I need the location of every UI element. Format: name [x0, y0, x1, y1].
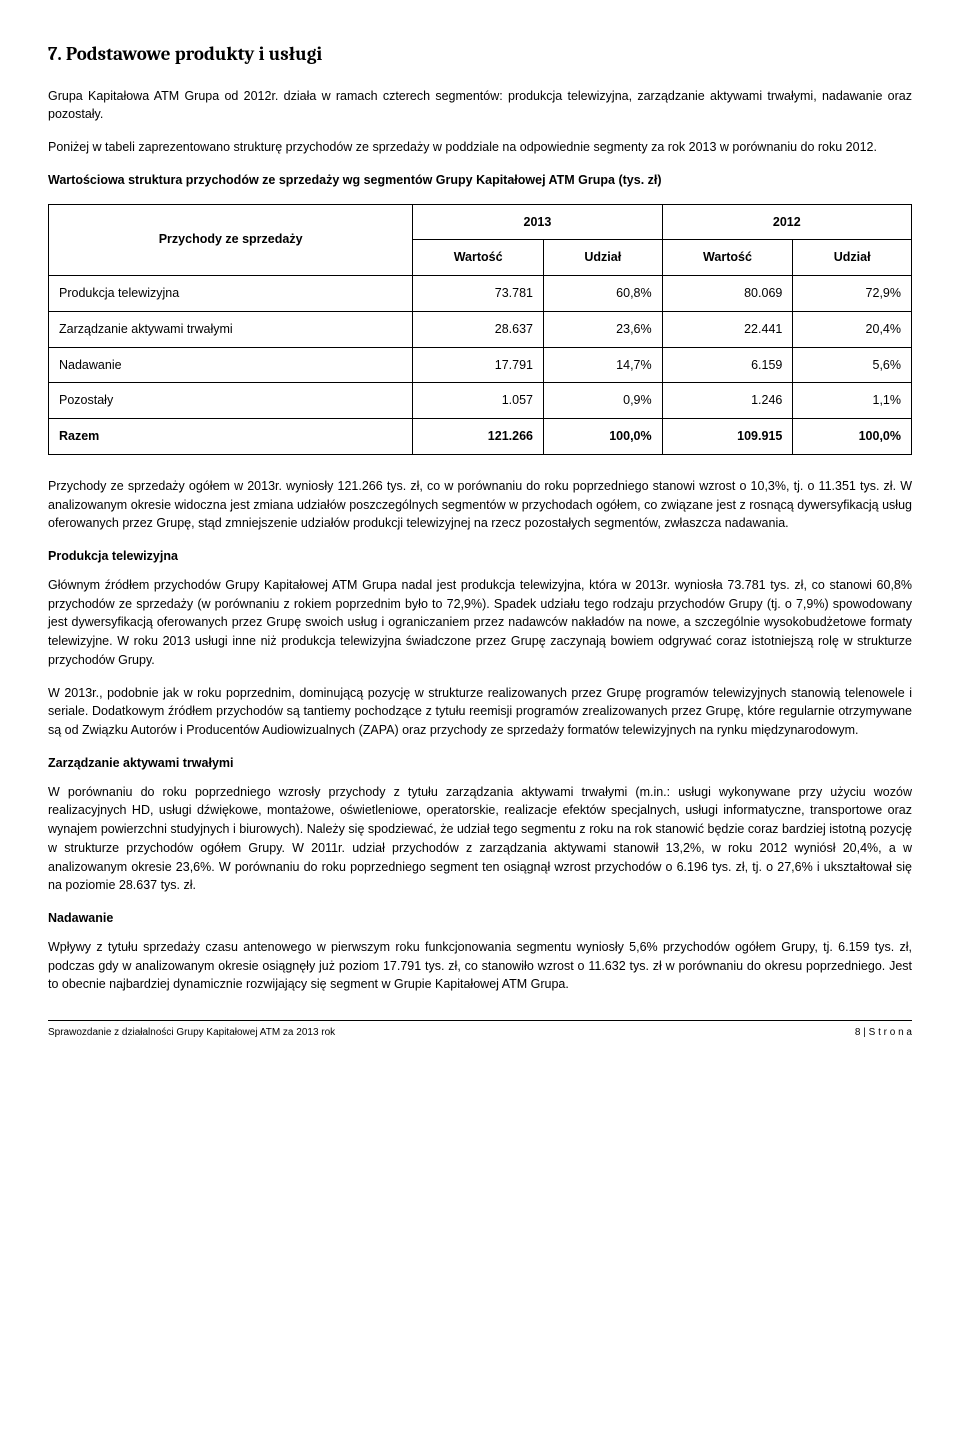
table-subhead: Wartość — [662, 240, 793, 276]
subsection-paragraph: Wpływy z tytułu sprzedaży czasu antenowe… — [48, 938, 912, 994]
table-subhead: Wartość — [413, 240, 544, 276]
paragraph-after-table: Przychody ze sprzedaży ogółem w 2013r. w… — [48, 477, 912, 533]
row-value: 17.791 — [413, 347, 544, 383]
row-value: 14,7% — [543, 347, 662, 383]
table-row: Nadawanie 17.791 14,7% 6.159 5,6% — [49, 347, 912, 383]
table-subhead: Udział — [793, 240, 912, 276]
total-label: Razem — [49, 419, 413, 455]
row-value: 60,8% — [543, 276, 662, 312]
table-row: Pozostały 1.057 0,9% 1.246 1,1% — [49, 383, 912, 419]
revenue-table: Przychody ze sprzedaży 2013 2012 Wartość… — [48, 204, 912, 455]
footer-right-text: 8 | S t r o n a — [855, 1025, 912, 1040]
row-value: 73.781 — [413, 276, 544, 312]
total-value: 100,0% — [793, 419, 912, 455]
table-caption: Wartościowa struktura przychodów ze sprz… — [48, 171, 912, 190]
intro-paragraph-1: Grupa Kapitałowa ATM Grupa od 2012r. dzi… — [48, 87, 912, 125]
total-value: 109.915 — [662, 419, 793, 455]
row-value: 0,9% — [543, 383, 662, 419]
section-title: 7. Podstawowe produkty i usługi — [48, 40, 912, 69]
table-subhead: Udział — [543, 240, 662, 276]
subsection-paragraph: Głównym źródłem przychodów Grupy Kapitał… — [48, 576, 912, 670]
row-value: 1.246 — [662, 383, 793, 419]
intro-paragraph-2: Poniżej w tabeli zaprezentowano struktur… — [48, 138, 912, 157]
row-value: 20,4% — [793, 311, 912, 347]
row-label: Produkcja telewizyjna — [49, 276, 413, 312]
page-footer: Sprawozdanie z działalności Grupy Kapita… — [48, 1020, 912, 1040]
subsection-title-nadawanie: Nadawanie — [48, 909, 912, 928]
row-label: Zarządzanie aktywami trwałymi — [49, 311, 413, 347]
row-value: 1,1% — [793, 383, 912, 419]
row-value: 1.057 — [413, 383, 544, 419]
table-year-2012: 2012 — [662, 204, 911, 240]
table-rowhead: Przychody ze sprzedaży — [49, 204, 413, 276]
subsection-paragraph: W 2013r., podobnie jak w roku poprzednim… — [48, 684, 912, 740]
row-value: 23,6% — [543, 311, 662, 347]
table-row: Produkcja telewizyjna 73.781 60,8% 80.06… — [49, 276, 912, 312]
row-label: Nadawanie — [49, 347, 413, 383]
subsection-title-produkcja: Produkcja telewizyjna — [48, 547, 912, 566]
row-value: 22.441 — [662, 311, 793, 347]
subsection-title-zarzadzanie: Zarządzanie aktywami trwałymi — [48, 754, 912, 773]
footer-left-text: Sprawozdanie z działalności Grupy Kapita… — [48, 1025, 335, 1040]
row-value: 6.159 — [662, 347, 793, 383]
row-value: 28.637 — [413, 311, 544, 347]
table-row: Zarządzanie aktywami trwałymi 28.637 23,… — [49, 311, 912, 347]
row-value: 80.069 — [662, 276, 793, 312]
footer-page-word: S t r o n a — [869, 1027, 912, 1038]
table-year-2013: 2013 — [413, 204, 662, 240]
total-value: 100,0% — [543, 419, 662, 455]
subsection-paragraph: W porównaniu do roku poprzedniego wzrosł… — [48, 783, 912, 896]
total-value: 121.266 — [413, 419, 544, 455]
row-value: 5,6% — [793, 347, 912, 383]
table-total-row: Razem 121.266 100,0% 109.915 100,0% — [49, 419, 912, 455]
row-label: Pozostały — [49, 383, 413, 419]
row-value: 72,9% — [793, 276, 912, 312]
footer-page-number: 8 | — [855, 1027, 869, 1038]
